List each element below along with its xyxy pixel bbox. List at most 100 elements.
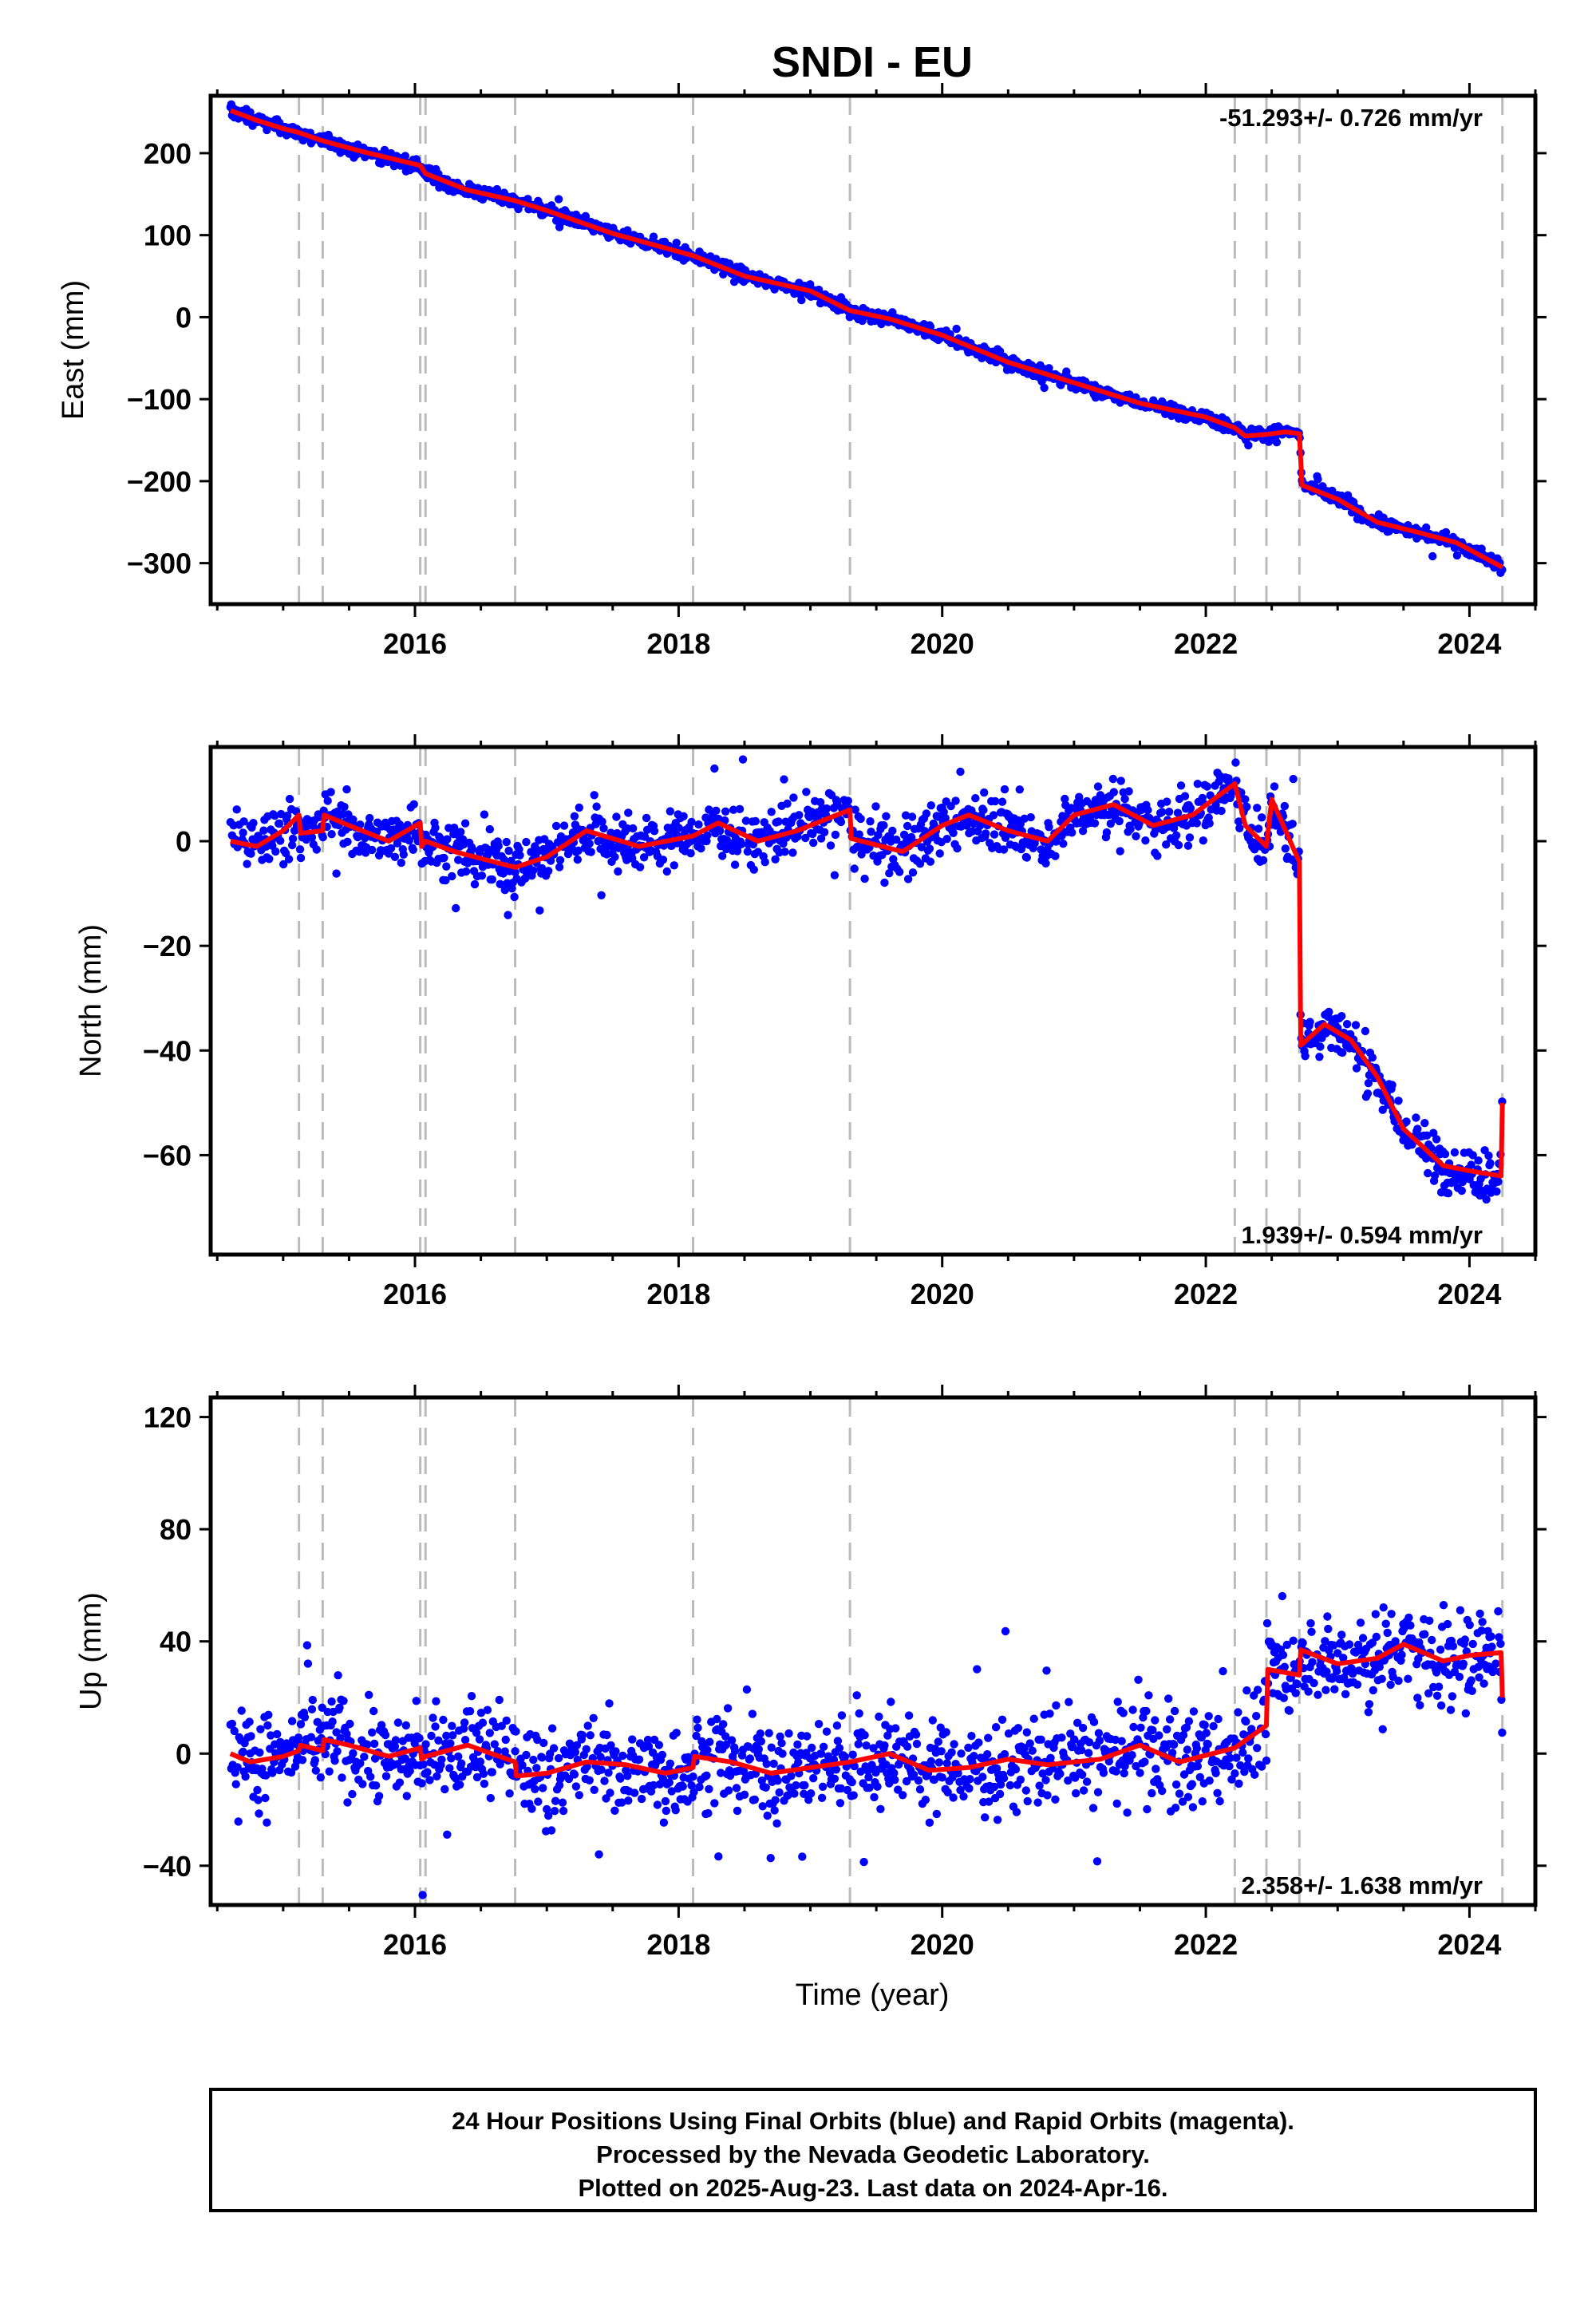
data-point [534, 1797, 543, 1806]
data-point [1236, 1761, 1245, 1770]
x-tick-label: 2024 [1437, 627, 1501, 660]
data-point [938, 1773, 946, 1782]
data-point [582, 1745, 591, 1753]
data-point [1136, 1723, 1145, 1732]
data-point [386, 844, 396, 853]
data-point [1037, 1735, 1045, 1744]
data-point [1492, 1187, 1501, 1196]
data-point [1205, 819, 1214, 828]
data-point [547, 1826, 556, 1835]
data-point [1475, 1673, 1483, 1682]
data-point [325, 1767, 334, 1776]
data-point [718, 852, 727, 860]
data-point [303, 1659, 313, 1668]
data-point [983, 1750, 992, 1759]
data-point [1310, 1678, 1318, 1688]
data-point [423, 1768, 432, 1777]
data-point [865, 1783, 874, 1792]
data-point [1088, 1804, 1098, 1812]
data-point [1368, 1053, 1377, 1062]
data-point [1377, 1674, 1386, 1683]
data-point [1487, 1642, 1496, 1651]
data-point [899, 1791, 907, 1800]
data-point [273, 1729, 282, 1739]
data-point [830, 1774, 839, 1783]
data-point [1176, 781, 1186, 790]
data-point [689, 1788, 698, 1796]
data-point [1338, 1048, 1347, 1057]
data-point [421, 1740, 430, 1749]
data-point [1119, 1709, 1128, 1717]
data-point [1432, 1691, 1442, 1700]
data-point [998, 1715, 1007, 1724]
data-point [539, 1738, 548, 1748]
data-point [703, 831, 712, 840]
data-point [1148, 1788, 1156, 1798]
data-point [908, 868, 918, 877]
data-point [1314, 475, 1322, 484]
data-point [1155, 1731, 1163, 1740]
data-point [832, 1765, 841, 1774]
model-line [229, 108, 1504, 570]
data-point [712, 255, 721, 263]
data-point [598, 817, 606, 826]
data-point [1443, 1619, 1452, 1629]
data-point [1139, 1713, 1148, 1722]
data-point [1199, 836, 1208, 845]
data-point [418, 1891, 427, 1899]
data-point [488, 875, 496, 884]
data-point [907, 832, 916, 842]
data-point [480, 1779, 489, 1788]
data-point [1116, 777, 1125, 785]
data-point [1120, 794, 1129, 804]
data-point [1381, 1619, 1390, 1628]
data-point [1108, 774, 1118, 784]
data-point [1016, 1775, 1025, 1784]
data-point [1420, 1119, 1429, 1128]
data-point [1000, 785, 1009, 794]
data-point [1368, 1638, 1377, 1647]
footer-box [209, 2088, 1537, 2212]
data-point [1187, 1780, 1197, 1788]
data-point [959, 1792, 968, 1801]
data-point [941, 813, 950, 823]
data-point [1215, 1796, 1224, 1806]
data-point [368, 1728, 377, 1737]
data-point [915, 1785, 925, 1794]
data-point [624, 808, 633, 817]
data-point [780, 848, 789, 856]
data-point [934, 1758, 944, 1767]
x-tick-label: 2016 [383, 1928, 447, 1961]
data-point [1051, 852, 1060, 860]
data-point [1406, 1621, 1415, 1630]
data-point [1093, 782, 1103, 791]
data-point [1051, 1795, 1060, 1804]
data-point [888, 826, 897, 836]
data-point [1291, 1689, 1300, 1697]
data-point [1077, 1745, 1086, 1755]
data-point [1394, 1097, 1403, 1105]
data-point [259, 826, 268, 835]
data-point [979, 805, 988, 815]
data-point [1144, 805, 1152, 815]
data-point [559, 821, 569, 830]
data-point [670, 861, 678, 870]
data-point [1247, 1725, 1256, 1733]
data-point [1341, 1690, 1350, 1698]
data-point [1450, 1148, 1460, 1157]
data-point [999, 1773, 1009, 1783]
y-axis-label: Up (mm) [74, 1592, 108, 1710]
data-point [1468, 1151, 1477, 1160]
data-point [634, 1755, 644, 1764]
data-point [287, 1717, 297, 1725]
data-point [612, 812, 621, 821]
footer-line-2: Processed by the Nevada Geodetic Laborat… [596, 2140, 1150, 2168]
data-point [1078, 827, 1088, 836]
data-point [757, 1737, 765, 1746]
model-line [230, 781, 1505, 1179]
data-point [374, 1792, 384, 1800]
data-point [471, 1763, 480, 1772]
data-point [689, 1772, 697, 1781]
data-point [1459, 1659, 1468, 1668]
data-point [467, 1692, 476, 1701]
